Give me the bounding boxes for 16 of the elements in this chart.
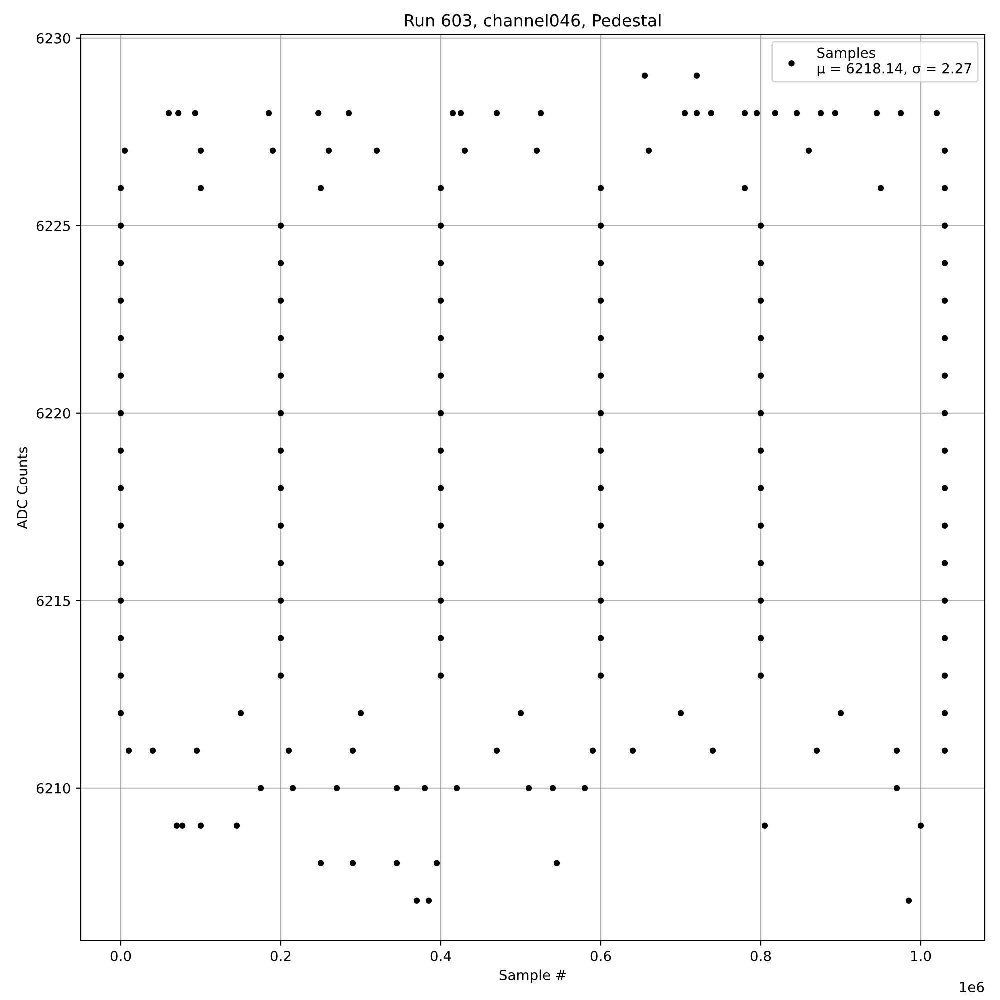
y-tick-label: 6215: [36, 596, 70, 606]
y-tick-label: 6210: [36, 783, 70, 794]
x-tick-label: 0.6: [590, 950, 612, 962]
y-axis-title: ADC Counts: [17, 447, 28, 530]
y-tick-label: 6230: [36, 33, 70, 44]
chart-title: Run 603, channel046, Pedestal: [405, 14, 661, 29]
x-tick-label: 1.0: [911, 950, 932, 962]
x-tick-label: 0.2: [270, 950, 291, 962]
x-axis-title: Sample #: [500, 970, 566, 984]
x-tick-label: 0.4: [430, 950, 452, 962]
legend-label: Samples μ = 6218.14, σ = 2.27: [818, 48, 972, 76]
x-tick-label: 0.8: [750, 950, 772, 962]
y-tick-label: 6225: [36, 220, 70, 232]
y-tick-label: 6220: [36, 408, 70, 419]
x-tick-label: 0.0: [110, 950, 132, 962]
text: 1e6: [960, 982, 984, 993]
